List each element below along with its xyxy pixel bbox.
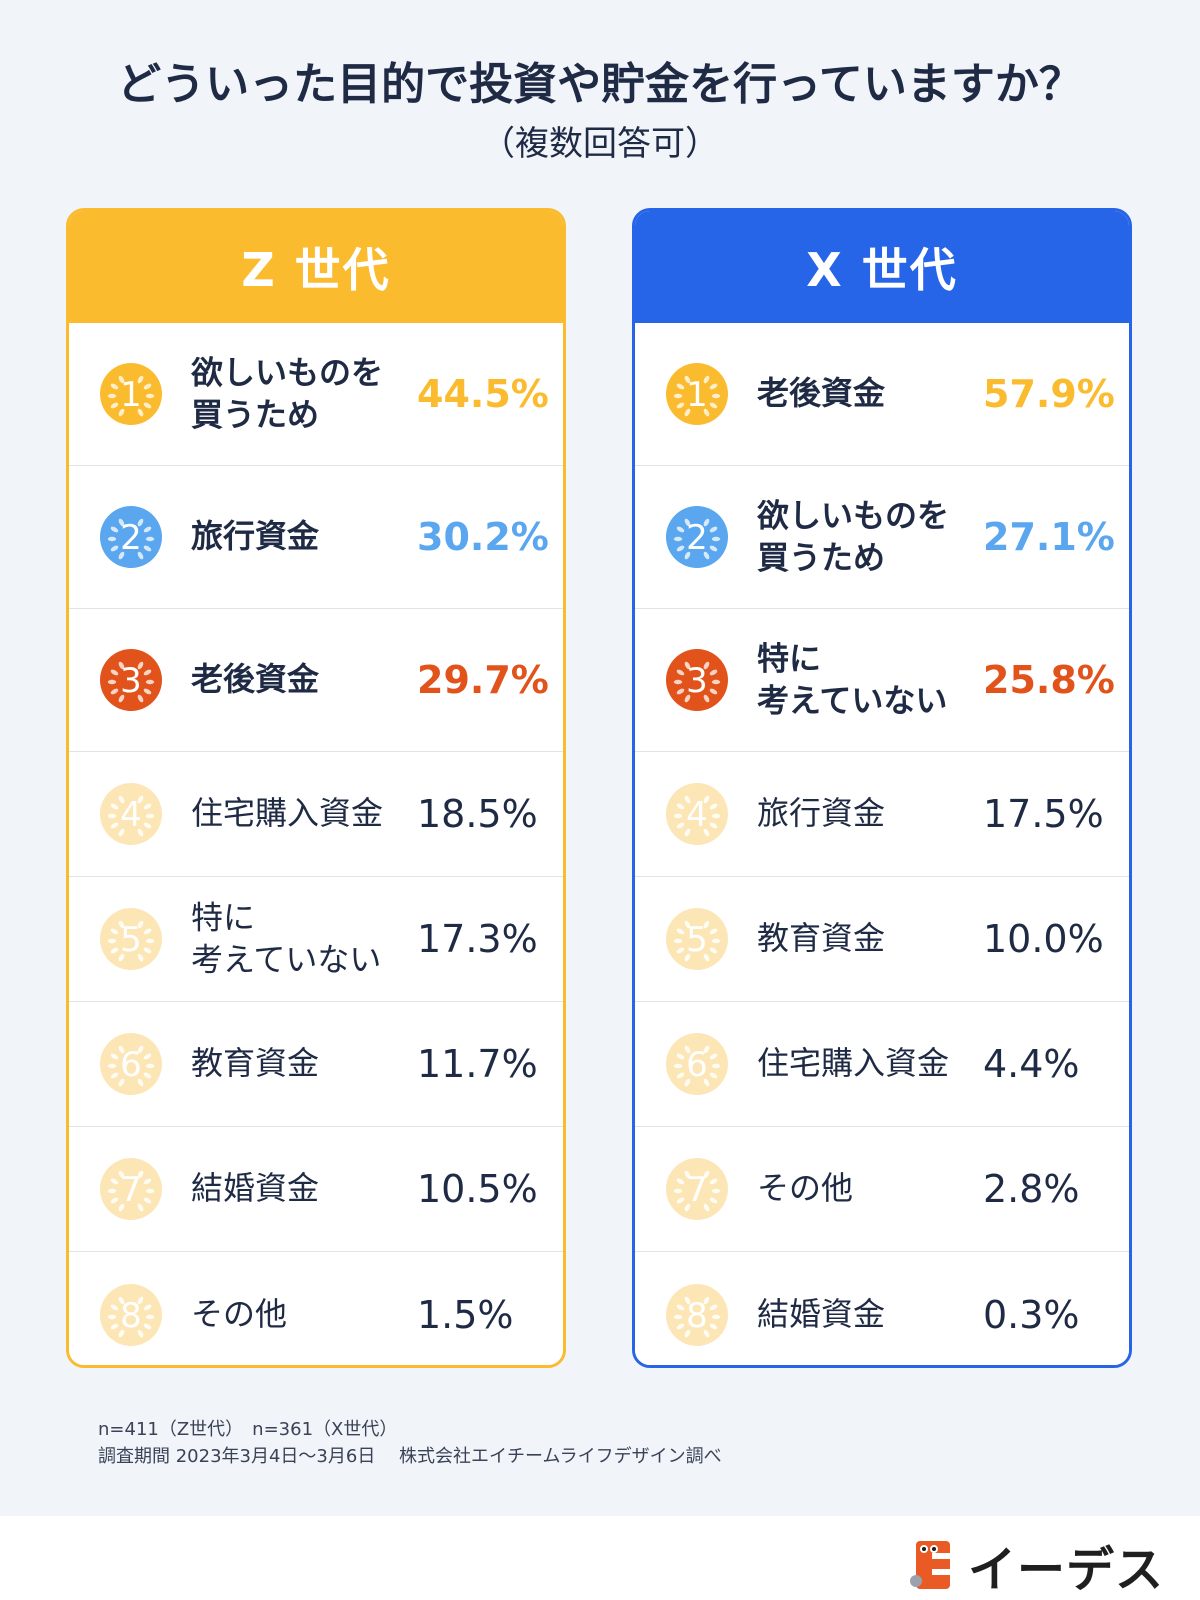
rank-medal-icon: 8 — [665, 1283, 729, 1347]
svg-text:2: 2 — [120, 518, 142, 558]
svg-text:8: 8 — [686, 1296, 708, 1336]
z-rank-row-1: 1 欲しいものを 買うため 44.5% — [69, 323, 563, 466]
rank-value: 17.3% — [417, 917, 538, 961]
rank-label: 老後資金 — [191, 660, 320, 699]
rank-medal-icon: 5 — [99, 907, 163, 971]
rank-medal-icon: 3 — [99, 648, 163, 712]
rank-label: 教育資金 — [191, 1044, 320, 1083]
rank-value: 57.9% — [983, 372, 1115, 416]
rank-value: 18.5% — [417, 792, 538, 836]
rank-label: 結婚資金 — [191, 1169, 320, 1208]
rank-medal-icon: 3 — [665, 648, 729, 712]
z-rank-row-6: 6 教育資金 11.7% — [69, 1002, 563, 1127]
z-rank-row-8: 8 その他 1.5% — [69, 1252, 563, 1365]
rank-value: 29.7% — [417, 658, 549, 702]
z-rank-row-4: 4 住宅購入資金 18.5% — [69, 752, 563, 877]
rank-medal-icon: 6 — [665, 1032, 729, 1096]
x-rank-row-4: 4 旅行資金 17.5% — [635, 752, 1129, 877]
rank-value: 0.3% — [983, 1292, 1080, 1337]
brand-logo: イーデス — [909, 1530, 1164, 1600]
rank-medal-icon: 1 — [99, 362, 163, 426]
rank-label: 欲しいものを 買うため — [757, 496, 950, 576]
z-generation-panel: Z 世代 1 欲しいものを 買うため 44.5% 2 旅行資金 30.2% 3 老後資金 29.… — [66, 208, 566, 1368]
footer-note: n=411（Z世代） n=361（X世代） 調査期間 2023年3月4日～3月6… — [98, 1416, 722, 1470]
rank-value: 2.8% — [983, 1167, 1080, 1211]
rank-label: その他 — [191, 1294, 288, 1333]
rank-medal-icon: 2 — [665, 505, 729, 569]
z-rank-row-2: 2 旅行資金 30.2% — [69, 466, 563, 609]
rank-label: 特に 考えていない — [191, 898, 382, 978]
rank-value: 17.5% — [983, 792, 1104, 836]
svg-text:6: 6 — [686, 1045, 708, 1085]
rank-label: 住宅購入資金 — [191, 794, 384, 833]
z-rank-row-7: 7 結婚資金 10.5% — [69, 1127, 563, 1252]
rank-value: 30.2% — [417, 515, 549, 559]
x-rank-row-1: 1 老後資金 57.9% — [635, 323, 1129, 466]
rank-value: 27.1% — [983, 515, 1115, 559]
logo-text: イーデス — [967, 1544, 1164, 1597]
rank-label: 教育資金 — [757, 919, 886, 958]
x-rank-row-8: 8 結婚資金 0.3% — [635, 1252, 1129, 1365]
rank-value: 44.5% — [417, 372, 549, 416]
rank-label: 結婚資金 — [757, 1294, 886, 1333]
svg-text:5: 5 — [686, 920, 708, 960]
x-rank-row-3: 3 特に 考えていない 25.8% — [635, 609, 1129, 752]
x-generation-header: X 世代 — [635, 211, 1129, 323]
svg-text:1: 1 — [120, 375, 142, 415]
svg-text:7: 7 — [120, 1170, 142, 1210]
x-generation-rows: 1 老後資金 57.9% 2 欲しいものを 買うため 27.1% 3 特に 考えていない 25.… — [635, 323, 1129, 1365]
survey-period-note: 調査期間 2023年3月4日～3月6日 株式会社エイチームライフデザイン調べ — [98, 1446, 722, 1467]
rank-label: 特に 考えていない — [757, 639, 948, 719]
z-generation-rows: 1 欲しいものを 買うため 44.5% 2 旅行資金 30.2% 3 老後資金 29.7% 4 住宅… — [69, 323, 563, 1365]
chart-subtitle: （複数回答可） — [481, 124, 719, 164]
svg-text:3: 3 — [120, 661, 142, 701]
svg-text:2: 2 — [686, 518, 708, 558]
svg-text:5: 5 — [120, 920, 142, 960]
rank-label: 旅行資金 — [191, 517, 320, 556]
rank-medal-icon: 5 — [665, 907, 729, 971]
rank-medal-icon: 7 — [99, 1157, 163, 1221]
z-rank-row-3: 3 老後資金 29.7% — [69, 609, 563, 752]
svg-text:1: 1 — [686, 375, 708, 415]
rank-medal-icon: 8 — [99, 1283, 163, 1347]
x-rank-row-6: 6 住宅購入資金 4.4% — [635, 1002, 1129, 1127]
sample-size-note: n=411（Z世代） n=361（X世代） — [98, 1419, 398, 1440]
svg-text:4: 4 — [120, 795, 142, 835]
rank-value: 1.5% — [417, 1292, 514, 1337]
edeas-logo-icon — [909, 1539, 958, 1591]
x-rank-row-5: 5 教育資金 10.0% — [635, 877, 1129, 1002]
rank-medal-icon: 2 — [99, 505, 163, 569]
rank-value: 10.0% — [983, 917, 1104, 961]
rank-label: 旅行資金 — [757, 794, 886, 833]
rank-medal-icon: 1 — [665, 362, 729, 426]
svg-text:4: 4 — [686, 795, 708, 835]
rank-value: 10.5% — [417, 1167, 538, 1211]
rank-medal-icon: 7 — [665, 1157, 729, 1221]
bottom-bar — [0, 1516, 1200, 1600]
svg-text:7: 7 — [686, 1170, 708, 1210]
rank-medal-icon: 6 — [99, 1032, 163, 1096]
rank-medal-icon: 4 — [99, 782, 163, 846]
rank-value: 4.4% — [983, 1042, 1080, 1086]
rank-label: 老後資金 — [757, 374, 886, 413]
chart-title: どういった目的で投資や貯金を行っていますか？ — [117, 59, 1083, 110]
x-rank-row-2: 2 欲しいものを 買うため 27.1% — [635, 466, 1129, 609]
svg-text:8: 8 — [120, 1296, 142, 1336]
rank-label: 住宅購入資金 — [757, 1044, 950, 1083]
rank-value: 11.7% — [417, 1042, 538, 1086]
svg-text:3: 3 — [686, 661, 708, 701]
x-generation-panel: X 世代 1 老後資金 57.9% 2 欲しいものを 買うため 27.1% 3 特に 考えてい… — [632, 208, 1132, 1368]
rank-label: その他 — [757, 1169, 854, 1208]
svg-text:6: 6 — [120, 1045, 142, 1085]
x-rank-row-7: 7 その他 2.8% — [635, 1127, 1129, 1252]
z-generation-header: Z 世代 — [69, 211, 563, 323]
z-rank-row-5: 5 特に 考えていない 17.3% — [69, 877, 563, 1002]
rank-medal-icon: 4 — [665, 782, 729, 846]
rank-label: 欲しいものを 買うため — [191, 353, 384, 433]
rank-value: 25.8% — [983, 658, 1115, 702]
